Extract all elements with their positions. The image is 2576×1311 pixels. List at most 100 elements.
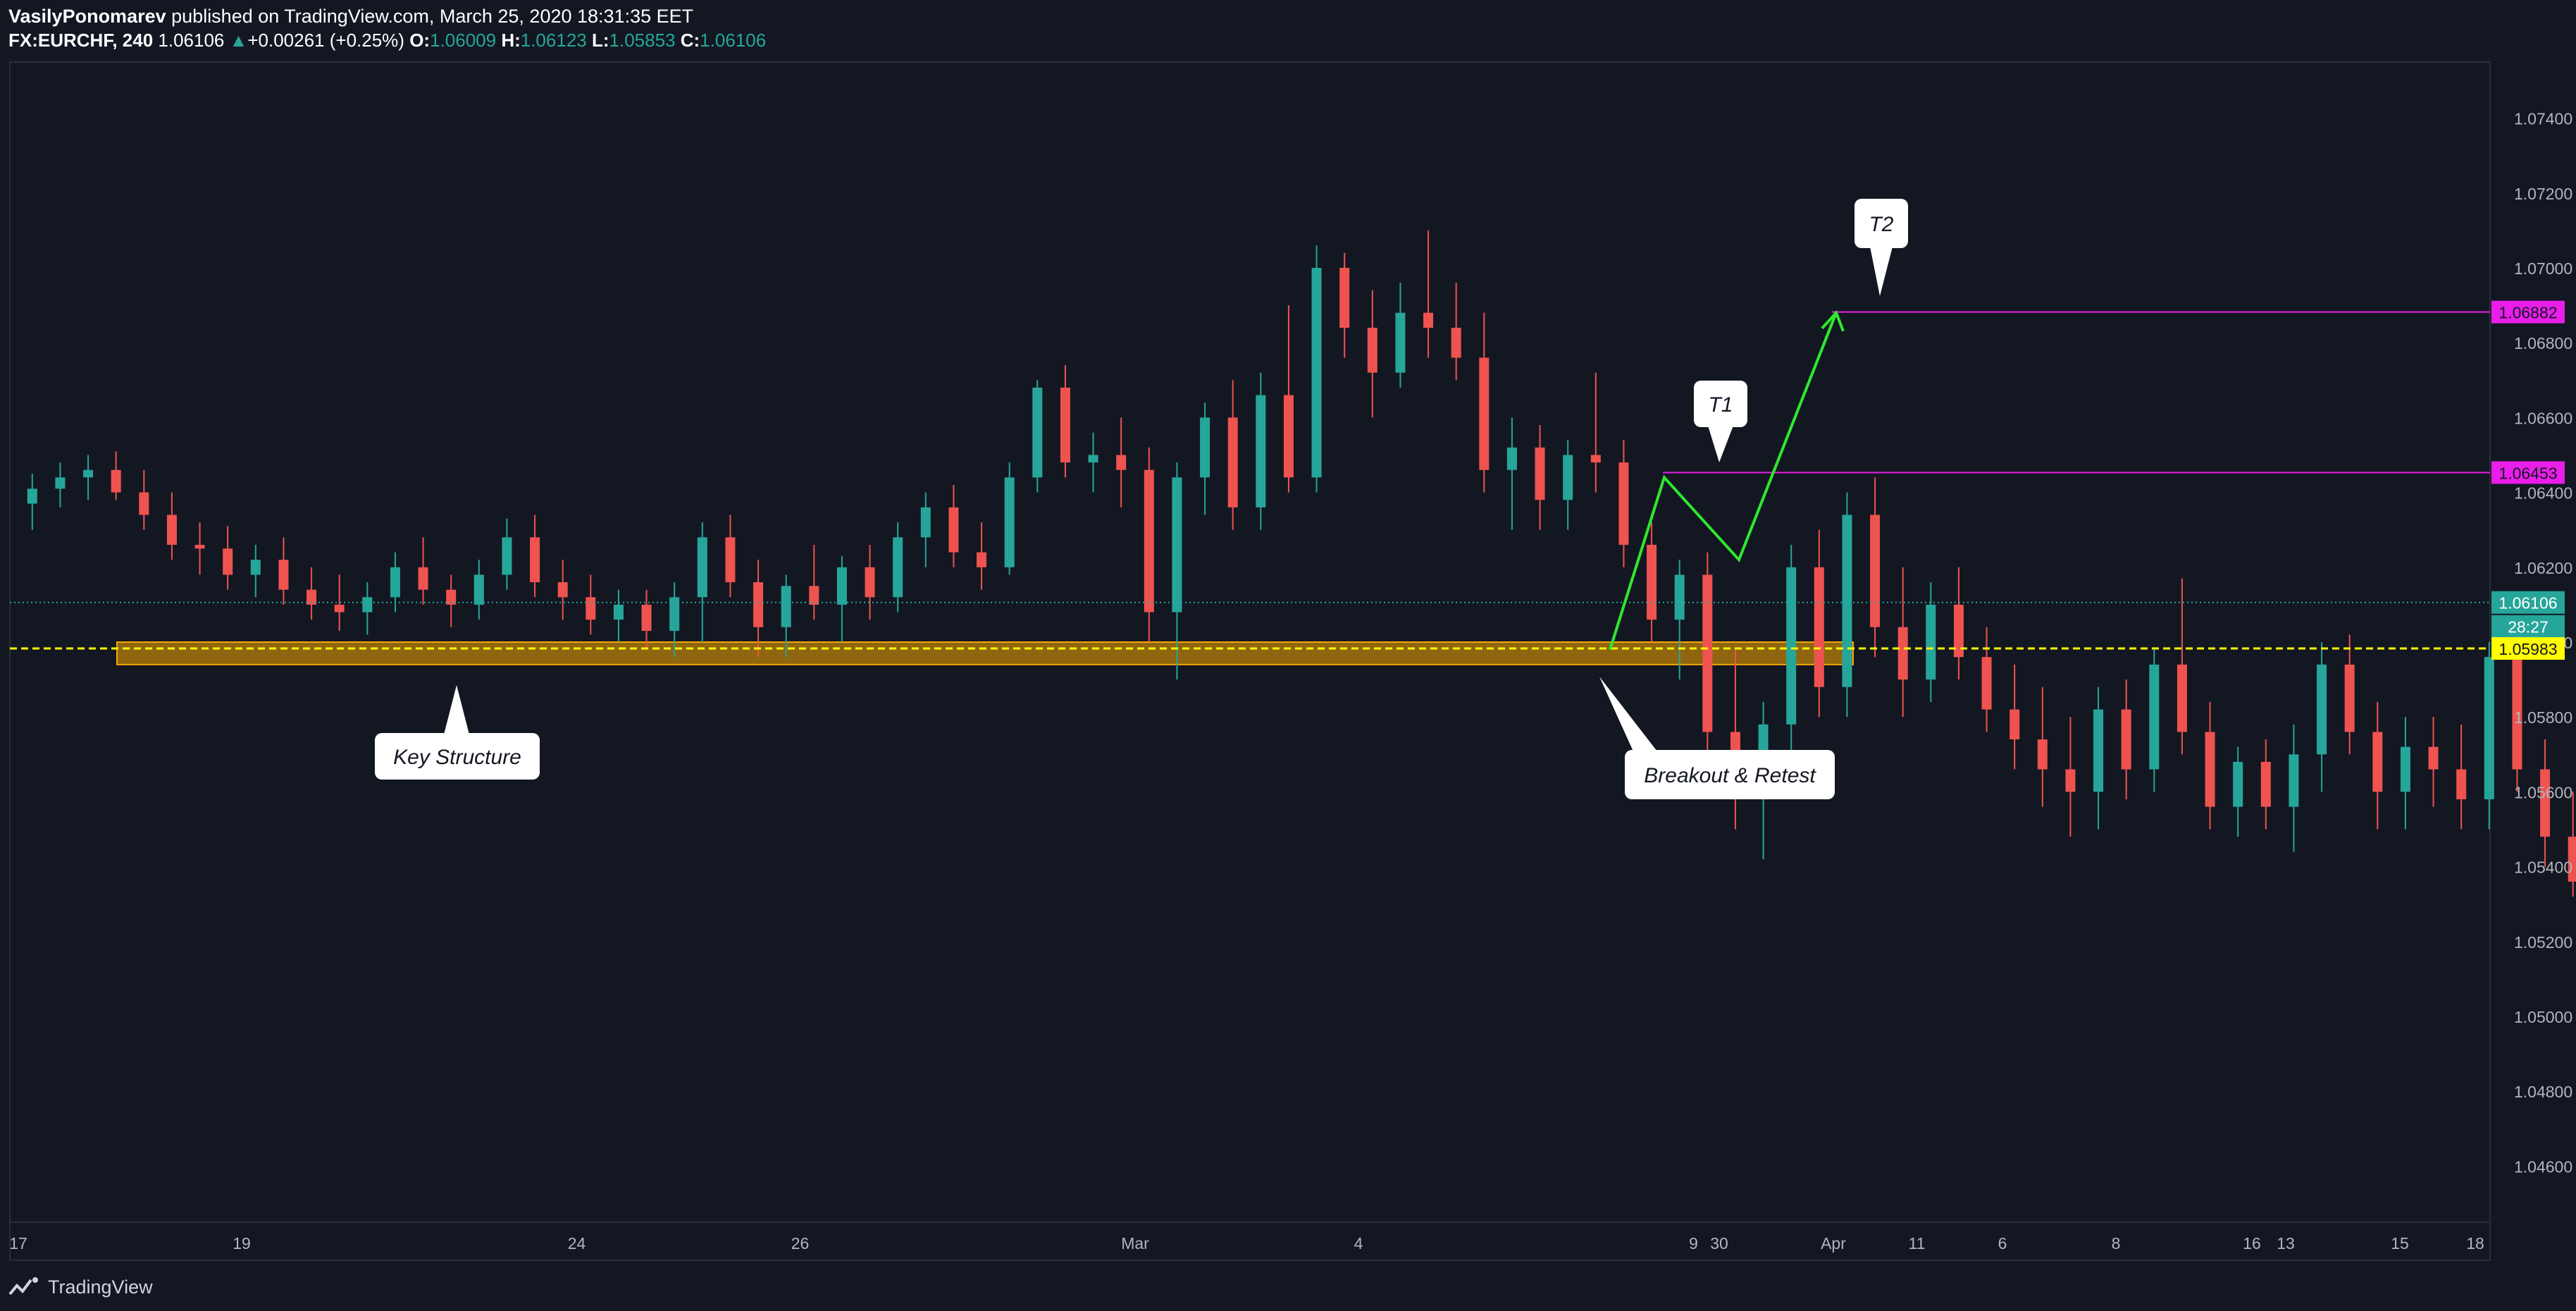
high-value: 1.06123 [520,30,587,51]
key-structure-callout-box [375,733,540,780]
symbol-label[interactable]: FX:EURCHF, 240 [8,30,154,51]
candle-body [418,567,428,590]
candle-body [613,604,624,620]
breakout-callout[interactable]: Breakout & Retest [1599,677,1835,799]
candle-body [1953,604,1964,658]
zone-price-tag-bg [2491,637,2565,660]
t1-callout[interactable]: T1 [1694,381,1747,462]
candle-body [1506,447,1517,470]
price-axis[interactable]: 1.07400 1.07200 1.07000 1.06800 1.06600 1.064… [2491,110,2572,1176]
candle [2037,687,2048,807]
price-tick-label: 1.05200 [2514,933,2572,952]
candle [1814,529,1824,718]
candle-body [1702,574,1713,732]
time-tick-label: 4 [1354,1234,1363,1252]
time-tick-label: 30 [1710,1234,1728,1252]
candle-body [1339,268,1350,328]
price-tick-label: 1.04800 [2514,1083,2572,1101]
candle [1590,372,1601,493]
candle-body [2233,761,2243,807]
candle [2233,746,2243,837]
candle [166,492,177,560]
candle-body [1423,312,1434,328]
candle [111,451,121,500]
candle-body [1981,657,1992,710]
time-axis[interactable]: 17192426Mar49111618232530Apr681315 [9,1234,2576,1252]
candle-body [2456,769,2467,800]
time-tick-label: 19 [233,1234,251,1252]
candle [2344,634,2355,755]
candle-body [2317,664,2327,755]
t2-callout[interactable]: T2 [1854,199,1908,296]
candle-body [278,560,289,590]
low-label: L: [591,30,609,51]
candle [2065,717,2076,837]
candle [1283,305,1294,493]
candle-body [334,604,345,613]
price-tick-label: 1.07000 [2514,259,2572,278]
candle [83,455,94,500]
price-tick-label: 1.06800 [2514,334,2572,352]
candle-body [55,477,66,489]
candle-body [2121,709,2131,770]
current-price-tag-bg [2491,591,2565,614]
candle [1451,283,1461,381]
candle [865,544,875,620]
candle-body [2512,657,2522,770]
t2-callout-box [1854,199,1908,248]
candle-body [1004,477,1015,567]
candle-body [2400,746,2410,792]
brand-label[interactable]: TradingView [48,1276,153,1298]
time-tick-label: 6 [1998,1234,2007,1252]
candle-body [1032,387,1043,478]
candle [194,522,205,575]
projection-path[interactable] [1609,312,1838,651]
time-tick-label: 26 [791,1234,810,1252]
key-structure-callout-pointer [444,685,469,734]
candle-body [697,537,707,598]
candle [1032,380,1043,493]
candle-body [1451,327,1461,358]
candle-body [1479,357,1490,470]
candle-body [2344,664,2355,732]
candle [1535,425,1545,530]
candle-body [920,507,931,538]
candle-body [390,567,400,598]
candle [2260,739,2271,830]
candle [1116,417,1127,507]
candle-body [1283,395,1294,478]
t2-price-tag-bg [2491,300,2565,324]
breakout-callout-box [1625,750,1835,799]
candle [1926,582,1936,702]
candle-body [306,589,317,605]
candle [1367,290,1377,418]
candle [557,560,568,620]
close-label: C: [680,30,700,51]
t2-callout-text: T2 [1869,213,1893,236]
time-tick-label: Mar [1121,1234,1149,1252]
price-tick-label: 1.05600 [2514,783,2572,801]
author-name[interactable]: VasilyPonomarev [8,6,166,27]
price-change: +0.00261 (+0.25%) [247,30,404,51]
candle [641,589,652,650]
candle-body [836,567,847,605]
candle-body [1870,515,1881,627]
tradingview-logo-icon[interactable] [7,1273,41,1301]
candle [697,522,707,642]
candle [2205,701,2215,830]
candle [1395,283,1406,388]
candle-body [809,586,819,605]
candle-body [2149,664,2160,770]
candle [446,574,457,627]
key-structure-callout[interactable]: Key Structure [375,685,540,780]
candle-body [977,552,987,567]
price-tick-label: 1.07400 [2514,110,2572,128]
candle-body [27,488,37,504]
candle-body [362,597,373,613]
time-tick-label: 11 [1909,1234,1926,1252]
price-tick-label: 1.05400 [2514,858,2572,877]
candle-body [2289,754,2299,807]
key-structure-zone[interactable] [116,641,1854,665]
candle-body [1144,469,1154,613]
